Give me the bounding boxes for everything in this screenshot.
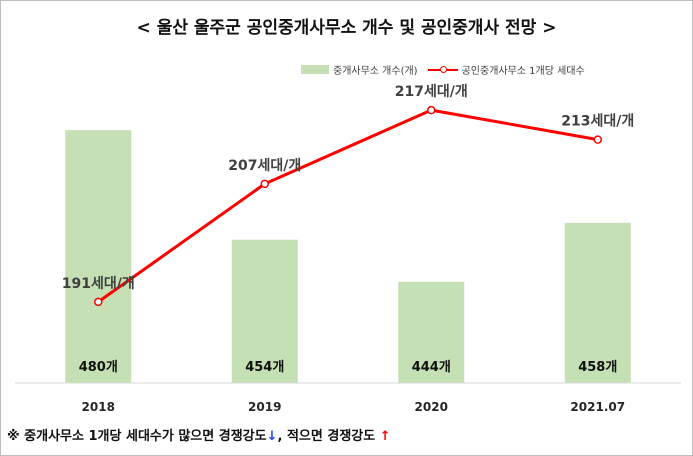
- legend-item-line: 공인중개사무소 1개당 세대수: [427, 62, 585, 77]
- legend-bar-swatch: [301, 65, 329, 74]
- x-tick-label: 2019: [248, 400, 281, 414]
- legend-line-label: 공인중개사무소 1개당 세대수: [461, 66, 585, 77]
- line-point-2019: [260, 179, 269, 189]
- chart-title: < 울산 울주군 공인중개사무소 개수 및 공인중개사 전망 >: [136, 18, 557, 38]
- line-data-label: 217세대/개: [395, 84, 468, 100]
- x-tick-label: 2021.07: [570, 400, 625, 414]
- legend-bar-label: 중개사무소 개수(개): [333, 66, 418, 77]
- legend: 중개사무소 개수(개) 공인중개사무소 1개당 세대수: [301, 62, 595, 77]
- legend-line-swatch: [427, 65, 458, 74]
- line-data-label: 213세대/개: [561, 114, 634, 130]
- footnote: ※ 중개사무소 1개당 세대수가 많으면 경쟁강도↓, 적으면 경쟁강도 ↑: [7, 425, 391, 444]
- footnote-prefix: ※ 중개사무소 1개당 세대수가 많으면 경쟁강도: [7, 429, 267, 444]
- x-tick-label: 2018: [82, 400, 115, 414]
- line-data-label: 207세대/개: [228, 158, 301, 174]
- footnote-middle: , 적으면 경쟁강도: [277, 429, 380, 444]
- bar-2020: [398, 281, 465, 383]
- line-point-2018: [94, 297, 103, 307]
- arrow-up-icon: ↑: [379, 429, 391, 444]
- bar-data-label: 444개: [412, 360, 451, 375]
- bar-data-label: 480개: [79, 360, 118, 375]
- arrow-down-icon: ↓: [266, 429, 278, 444]
- bar-data-label: 458개: [578, 360, 617, 375]
- bar-data-label: 454개: [245, 360, 284, 375]
- line-point-2021.07: [593, 135, 602, 144]
- x-tick-label: 2020: [415, 400, 448, 414]
- bar-2018: [65, 130, 132, 383]
- legend-item-bar: 중개사무소 개수(개): [301, 62, 418, 77]
- line-data-label: 191세대/개: [62, 276, 135, 292]
- bar-2019: [231, 239, 298, 383]
- line-series: [97, 108, 599, 304]
- bar-2021.07: [564, 222, 631, 383]
- line-point-2020: [427, 105, 436, 115]
